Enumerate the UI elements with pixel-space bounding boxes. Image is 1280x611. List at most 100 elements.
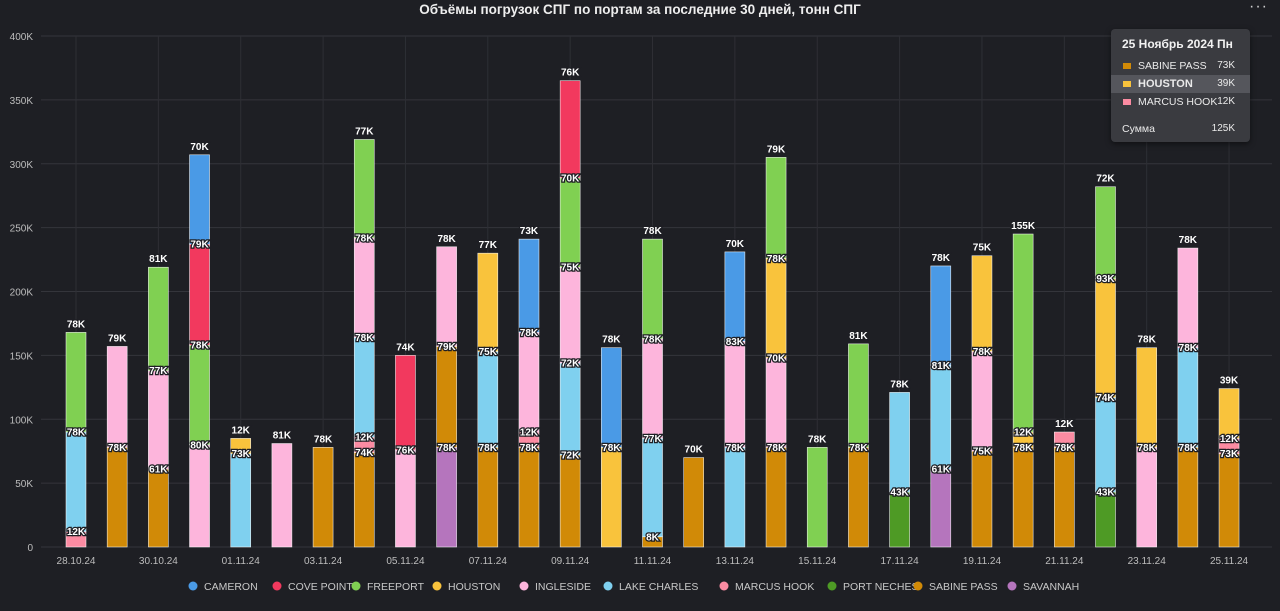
more-horizontal-icon[interactable]: ··· — [1249, 0, 1268, 15]
bar-segment-freeport — [559, 177, 581, 268]
y-axis-ticks: 0 50K 100K 150K 200K 250K 300K 350K 400K — [10, 32, 34, 554]
bar-segment-cameron — [189, 154, 210, 245]
segment-label: 80K — [190, 440, 209, 451]
segment-label: 12K — [67, 527, 86, 538]
legend-item-port-neches[interactable]: PORT NECHES — [827, 581, 919, 593]
segment-label: 78K — [190, 341, 209, 352]
segment-label: 43K — [1096, 488, 1115, 499]
bar-segment-sabine-pass — [559, 454, 581, 548]
legend-label: PORT NECHES — [843, 581, 918, 593]
tooltip: 25 Ноябрь 2024 Пн SABINE PASS 73K HOUSTO… — [1111, 29, 1250, 142]
bar-segment-lake-charles — [1095, 397, 1116, 493]
legend-item-sabine-pass[interactable]: SABINE PASS — [913, 581, 998, 593]
segment-label: 81K — [932, 361, 951, 372]
bar-segment-sabine-pass — [518, 447, 540, 548]
legend-dot-icon — [519, 581, 529, 591]
tooltip-sum-value: 125K — [1211, 123, 1235, 134]
segment-label: 79K — [437, 342, 456, 353]
segment-label: 78K — [767, 254, 786, 265]
bar-stack-04.11.24 — [353, 139, 375, 548]
segment-label: 78K — [767, 443, 786, 454]
bar-segment-ingleside — [106, 346, 128, 448]
segment-label: 73K — [232, 449, 251, 460]
legend-item-ingleside[interactable]: INGLESIDE — [519, 581, 592, 593]
tooltip-row-name: HOUSTON — [1138, 78, 1193, 90]
bar-segment-freeport — [65, 332, 87, 433]
bar-segment-ingleside — [353, 237, 375, 338]
segment-label: 76K — [396, 445, 415, 456]
bar-stack-14.11.24 — [765, 157, 787, 548]
bar-stack-28.10.24 — [65, 332, 87, 548]
legend-label: HOUSTON — [448, 581, 500, 593]
bar-segment-sabine-pass — [971, 450, 993, 548]
segment-label: 74K — [355, 448, 374, 459]
segment-label: 78K — [437, 443, 456, 454]
bar-stack-30.10.24 — [148, 266, 169, 548]
segment-label: 78K — [355, 233, 374, 244]
bar-segment-ingleside — [148, 370, 169, 470]
legend-dot-icon — [188, 581, 198, 591]
bar-stack-11.11.24 — [642, 238, 663, 548]
bars — [65, 80, 1240, 548]
y-tick-label: 300K — [10, 160, 34, 171]
x-tick-label: 19.11.24 — [963, 556, 1002, 567]
bar-segment-lake-charles — [724, 447, 746, 548]
bar-stack-06.11.24 — [436, 246, 457, 548]
bar-segment-cove-point — [559, 80, 581, 179]
bar-stack-03.11.24 — [312, 447, 334, 548]
legend-item-houston[interactable]: HOUSTON — [432, 581, 501, 593]
legend-dot-icon — [272, 581, 282, 591]
bar-top-label: 70K — [190, 142, 209, 153]
segment-label: 72K — [561, 451, 580, 462]
legend-item-cove-point[interactable]: COVE POINT — [272, 581, 354, 593]
x-tick-label: 03.11.24 — [304, 556, 343, 567]
segment-label: 70K — [561, 173, 580, 184]
y-tick-label: 200K — [10, 288, 34, 299]
segment-label: 78K — [726, 443, 745, 454]
tooltip-row-name: MARCUS HOOK — [1138, 96, 1218, 108]
legend-item-marcus-hook[interactable]: MARCUS HOOK — [719, 581, 815, 593]
bar-segment-sabine-pass — [148, 468, 169, 548]
x-tick-label: 30.10.24 — [139, 556, 178, 567]
segment-label: 83K — [726, 337, 745, 348]
segment-label: 78K — [479, 443, 498, 454]
legend-item-cameron[interactable]: CAMERON — [188, 581, 258, 593]
segment-label: 79K — [190, 240, 209, 251]
bar-segment-lake-charles — [1177, 347, 1199, 448]
tooltip-row-sabine-pass: SABINE PASS 73K — [1111, 57, 1250, 75]
legend-swatch-icon — [1123, 99, 1131, 105]
bar-segment-sabine-pass — [477, 447, 499, 548]
legend-label: SABINE PASS — [929, 581, 998, 593]
bar-segment-ingleside — [518, 332, 540, 433]
bar-segment-ingleside — [1177, 247, 1199, 349]
legend-label: SAVANNAH — [1023, 581, 1079, 593]
bar-top-label: 77K — [355, 126, 374, 137]
legend-dot-icon — [913, 581, 923, 591]
bar-top-label: 81K — [273, 431, 292, 442]
legend-dot-icon — [351, 581, 361, 591]
bar-segment-sabine-pass — [1218, 453, 1240, 548]
bar-stack-02.11.24 — [271, 443, 293, 548]
tooltip-sum-row: Сумма 125K — [1111, 120, 1250, 138]
x-tick-label: 21.11.24 — [1045, 556, 1084, 567]
bar-segment-marcus-hook — [1054, 431, 1075, 448]
bar-segment-ingleside — [1136, 447, 1157, 548]
legend-item-freeport[interactable]: FREEPORT — [351, 581, 425, 593]
segment-label: 70K — [767, 353, 786, 364]
segment-label: 61K — [149, 465, 168, 476]
legend-item-savannah[interactable]: SAVANNAH — [1007, 581, 1080, 593]
bar-segment-sabine-pass — [1054, 447, 1075, 548]
x-tick-label: 17.11.24 — [881, 556, 920, 567]
bar-top-label: 12K — [232, 425, 251, 436]
bar-segment-ingleside — [971, 351, 993, 452]
segment-label: 75K — [561, 263, 580, 274]
legend-dot-icon — [432, 581, 442, 591]
bar-top-label: 78K — [808, 434, 827, 445]
legend-label: LAKE CHARLES — [619, 581, 698, 593]
bar-segment-houston — [1218, 388, 1240, 439]
bar-top-label: 78K — [932, 253, 951, 264]
bar-top-label: 78K — [602, 335, 621, 346]
bar-segment-lake-charles — [65, 431, 87, 532]
legend-item-lake-charles[interactable]: LAKE CHARLES — [603, 581, 699, 593]
